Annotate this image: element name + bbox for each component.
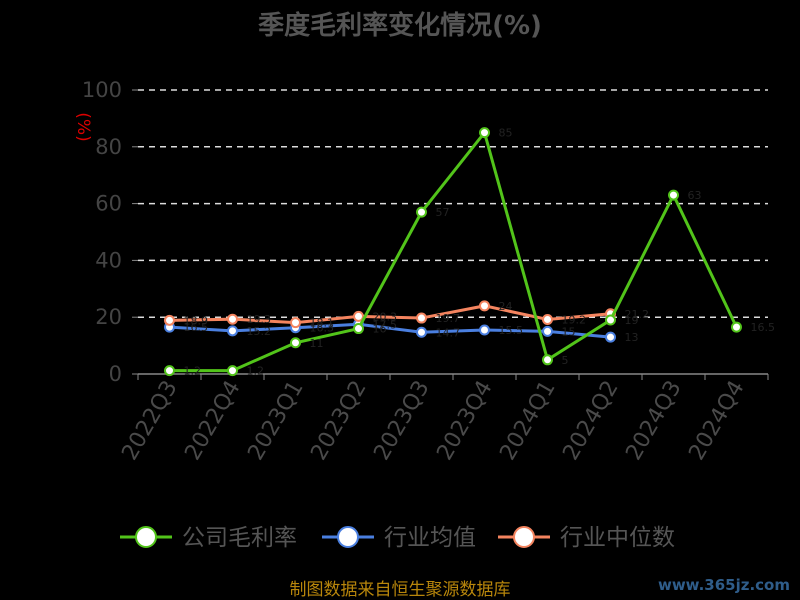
data-label: 16.3 (310, 322, 335, 335)
x-tick-label: 2023Q1 (243, 377, 308, 465)
x-tick-label: 2024Q1 (495, 377, 560, 465)
data-point (227, 325, 238, 337)
data-point (416, 312, 427, 324)
y-tick-label: 80 (95, 135, 122, 159)
data-point (416, 206, 427, 218)
data-point (290, 317, 301, 329)
series-1: 16.5 15.2 16.3 17.5 14.7 15.5 15 13 (164, 318, 639, 344)
data-label: 21.2 (625, 308, 650, 321)
data-point (479, 127, 490, 139)
y-axis-label: (%) (73, 112, 93, 141)
data-point (416, 326, 427, 338)
data-point (668, 189, 679, 201)
data-label: 15.5 (499, 324, 524, 337)
data-label: 85 (499, 127, 513, 140)
axes: 0204060801002022Q32022Q42023Q12023Q22023… (82, 78, 769, 465)
legend-label: 行业中位数 (560, 525, 675, 551)
legend-label: 公司毛利率 (182, 525, 297, 551)
data-point (227, 313, 238, 325)
legend-label: 行业均值 (384, 525, 476, 551)
legend[interactable]: 公司毛利率 行业均值 行业中位数 (120, 525, 675, 551)
series-line (169, 322, 611, 339)
y-tick-label: 60 (95, 192, 122, 216)
data-label: 20.3 (373, 310, 398, 323)
y-tick-label: 40 (95, 248, 122, 272)
legend-marker (135, 526, 157, 548)
data-point (605, 314, 616, 326)
data-point (479, 300, 490, 312)
data-label: 1.2 (247, 365, 265, 378)
data-label: 63 (688, 189, 702, 202)
data-label: 1.2 (184, 365, 202, 378)
x-tick-label: 2023Q3 (369, 377, 434, 465)
y-tick-label: 20 (95, 305, 122, 329)
legend-item-1[interactable]: 行业均值 (322, 525, 476, 551)
data-point (290, 337, 301, 349)
data-label: 16.5 (751, 321, 776, 334)
data-point (605, 331, 616, 343)
data-label: 18.1 (310, 317, 335, 330)
x-tick-label: 2022Q3 (117, 377, 182, 465)
data-label: 15 (562, 325, 576, 338)
grid (138, 89, 768, 318)
legend-marker (337, 526, 359, 548)
data-label: 11 (310, 337, 324, 350)
data-label: 16.5 (184, 321, 209, 334)
data-point (353, 310, 364, 322)
data-label: 19.2 (562, 313, 587, 326)
data-label: 19.7 (436, 312, 461, 325)
x-tick-label: 2024Q2 (558, 377, 623, 465)
data-label: 14.7 (436, 326, 461, 339)
legend-item-0[interactable]: 公司毛利率 (120, 525, 297, 551)
legend-marker (513, 526, 535, 548)
x-tick-label: 2024Q3 (621, 377, 686, 465)
data-point (479, 324, 490, 336)
data-point (227, 365, 238, 377)
data-label: 19 (625, 314, 639, 327)
series-layer: 16.5 15.2 16.3 17.5 14.7 15.5 15 13 18.9 19.3 18.1… (164, 127, 776, 378)
x-tick-label: 2024Q4 (684, 377, 749, 465)
series-2: 18.9 19.3 18.1 20.3 19.7 24 19.2 21.2 (164, 300, 650, 330)
data-point (542, 354, 553, 366)
data-label: 24 (499, 300, 513, 313)
data-point (542, 325, 553, 337)
data-point (731, 321, 742, 333)
data-label: 19.3 (247, 313, 272, 326)
data-point (164, 365, 175, 377)
y-tick-label: 100 (82, 78, 122, 102)
series-line (169, 129, 738, 373)
source-note: 制图数据来自恒生聚源数据库 (290, 580, 511, 600)
y-tick-label: 0 (109, 362, 122, 386)
data-label: 18.9 (184, 314, 209, 327)
data-point (353, 323, 364, 335)
data-point (542, 313, 553, 325)
data-label: 15.2 (247, 325, 272, 338)
x-tick-label: 2023Q2 (306, 377, 371, 465)
x-tick-label: 2022Q4 (180, 377, 245, 465)
data-label: 17.5 (373, 318, 398, 331)
series-0: 1.2 1.2 11 16 57 85 5 19 63 16.5 (164, 127, 776, 378)
x-tick-label: 2023Q4 (432, 377, 497, 465)
chart-title: 季度毛利率变化情况(%) (258, 10, 542, 41)
data-label: 16 (373, 323, 387, 336)
data-point (164, 314, 175, 326)
data-label: 57 (436, 206, 450, 219)
data-label: 5 (562, 354, 569, 367)
legend-item-2[interactable]: 行业中位数 (498, 525, 675, 551)
watermark: www.365jz.com (658, 576, 790, 594)
data-label: 13 (625, 331, 639, 344)
